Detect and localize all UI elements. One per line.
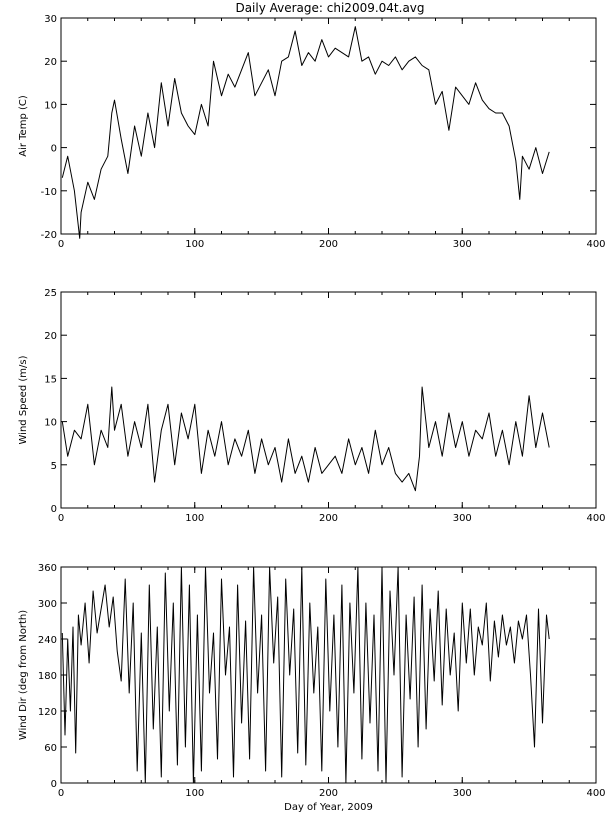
y-tick-label: -10 (41, 187, 57, 198)
panel-1: 0 100 200 300 400 -20 -10 0 10 20 30 Air Temp (C) (18, 14, 606, 250)
panel-3: 0 100 200 300 400 0 60 120 180 240 300 360 Wind Dir … (18, 563, 606, 813)
y-tick-label: 25 (44, 288, 57, 299)
x-tick-label: 100 (185, 239, 204, 250)
x-tick-label: 200 (319, 239, 338, 250)
x-tick-label: 400 (586, 513, 605, 524)
y-axis-label: Air Temp (C) (18, 95, 29, 157)
y-tick-label: 180 (38, 671, 57, 682)
y-tick-label: 5 (51, 461, 57, 472)
y-tick-label: 10 (44, 100, 57, 111)
y-tick-label: 0 (51, 144, 57, 155)
y-tick-label: 15 (44, 374, 57, 385)
x-tick-label: 100 (185, 513, 204, 524)
y-tick-label: 10 (44, 418, 57, 429)
y-tick-label: 20 (44, 331, 57, 342)
x-axis-label: Day of Year, 2009 (284, 802, 373, 813)
series-line-1 (61, 386, 550, 492)
series-line-1 (61, 26, 550, 239)
y-tick-label: 300 (38, 599, 57, 610)
x-tick-label: 0 (58, 239, 64, 250)
y-tick-label: 0 (51, 504, 57, 515)
y-tick-label: -20 (41, 230, 57, 241)
series-line-1 (61, 566, 550, 784)
plot-frame (60, 17, 597, 235)
x-tick-label: 300 (453, 239, 472, 250)
x-tick-label: 300 (453, 788, 472, 799)
x-tick-label: 0 (58, 788, 64, 799)
x-tick-label: 400 (586, 239, 605, 250)
y-tick-label: 30 (44, 14, 57, 25)
plot-frame (60, 291, 597, 509)
y-axis-label: Wind Dir (deg from North) (18, 610, 29, 740)
y-tick-label: 240 (38, 635, 57, 646)
chart-title: Daily Average: chi2009.04t.avg (235, 1, 424, 15)
y-tick-label: 20 (44, 57, 57, 68)
x-tick-label: 200 (319, 513, 338, 524)
y-tick-label: 120 (38, 707, 57, 718)
panel-2: 0 100 200 300 400 0 5 10 15 20 25 Wind Speed (m/s) (18, 288, 606, 524)
x-tick-label: 100 (185, 788, 204, 799)
x-tick-label: 400 (586, 788, 605, 799)
x-tick-label: 0 (58, 513, 64, 524)
x-tick-label: 200 (319, 788, 338, 799)
y-axis-label: Wind Speed (m/s) (18, 355, 29, 444)
y-tick-label: 0 (51, 779, 57, 790)
y-tick-label: 60 (44, 743, 57, 754)
y-tick-label: 360 (38, 563, 57, 574)
x-tick-label: 300 (453, 513, 472, 524)
